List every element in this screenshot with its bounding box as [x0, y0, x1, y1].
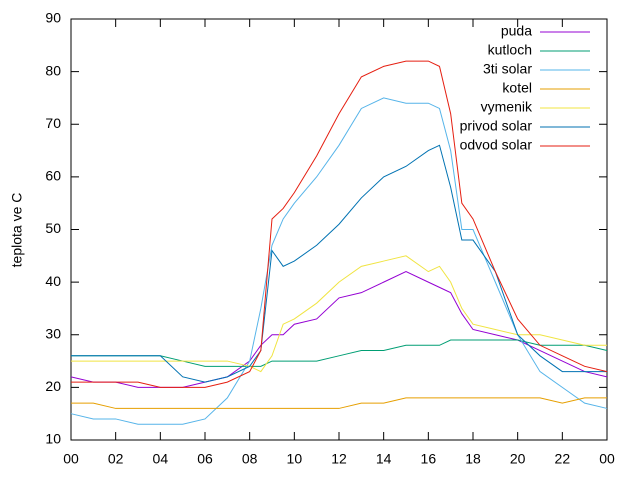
legend-label: kotel [502, 80, 532, 96]
y-tick-label: 50 [45, 220, 61, 236]
x-tick-label: 08 [242, 451, 258, 467]
data-line [71, 397, 607, 409]
data-line [71, 255, 607, 373]
x-tick-label: 12 [331, 451, 347, 467]
x-tick-label: 22 [555, 451, 571, 467]
y-tick-label: 10 [45, 431, 61, 447]
legend-label: kutloch [488, 42, 532, 58]
y-axis-label: teplota ve C [9, 193, 25, 268]
x-tick-label: 00 [599, 451, 615, 467]
legend-label: puda [501, 23, 532, 39]
y-tick-label: 20 [45, 378, 61, 394]
y-tick-label: 70 [45, 115, 61, 131]
x-tick-label: 14 [376, 451, 392, 467]
x-tick-label: 10 [287, 451, 303, 467]
legend-label: vymenik [481, 99, 533, 115]
data-line [70, 97, 608, 425]
legend-label: 3ti solar [483, 61, 532, 77]
y-tick-label: 80 [45, 62, 61, 78]
legend-label: odvod solar [460, 137, 533, 153]
y-tick-label: 30 [45, 325, 61, 341]
data-line [71, 144, 607, 383]
x-tick-label: 04 [153, 451, 169, 467]
x-tick-label: 16 [421, 451, 437, 467]
x-tick-label: 06 [197, 451, 213, 467]
data-line [71, 339, 608, 367]
y-tick-label: 60 [45, 168, 61, 184]
data-line [71, 60, 608, 388]
x-tick-label: 02 [108, 451, 124, 467]
x-tick-label: 20 [510, 451, 526, 467]
x-tick-label: 00 [63, 451, 79, 467]
x-tick-label: 18 [465, 451, 481, 467]
y-tick-label: 90 [45, 10, 61, 26]
legend-label: privod solar [460, 118, 533, 134]
y-tick-label: 40 [45, 273, 61, 289]
